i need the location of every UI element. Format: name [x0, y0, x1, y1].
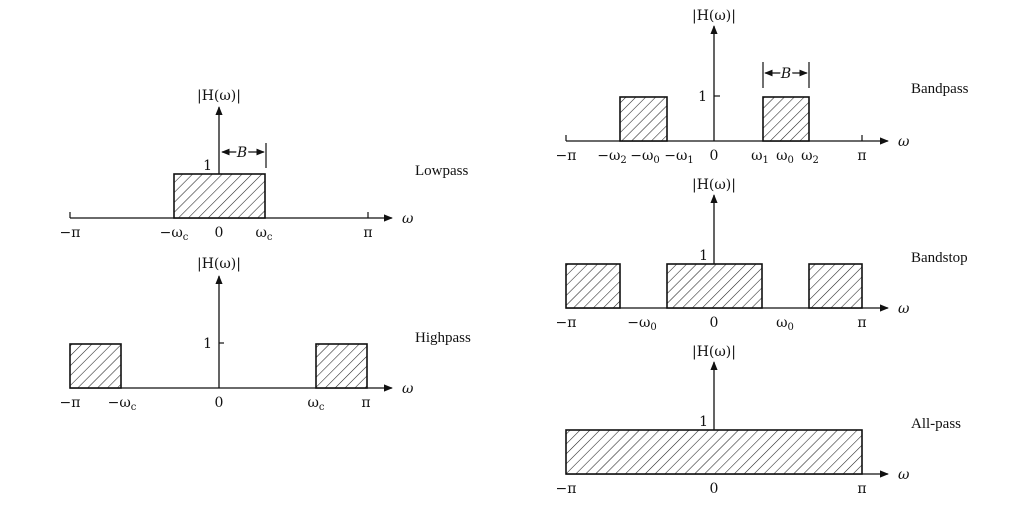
allpass-band — [565, 429, 863, 475]
bandstop-tick-label-pi: π — [857, 315, 866, 331]
bandstop-band-center — [666, 263, 763, 309]
lowpass-tick-label-pi: π — [363, 225, 372, 241]
bandpass-tick-label-neg-w2: −ω2 — [597, 148, 627, 166]
lowpass-panel: B 1 |H(ω)| ω −π −ωc 0 ωc π Lowpass — [60, 88, 469, 243]
lowpass-omega-label: ω — [402, 211, 414, 227]
bandpass-tick-label-w0: ω0 — [776, 148, 794, 166]
lowpass-tick-label-wc: ωc — [255, 225, 272, 243]
bandstop-tick-label-neg-pi: −π — [556, 315, 577, 331]
bandstop-omega-label: ω — [898, 301, 910, 317]
highpass-tick-label-neg-pi: −π — [60, 395, 81, 411]
allpass-omega-label: ω — [898, 467, 910, 483]
bandpass-tick-label-pi: π — [857, 148, 866, 164]
bandstop-magnitude-label: |H(ω)| — [692, 177, 736, 193]
bandpass-magnitude-label: |H(ω)| — [692, 8, 736, 24]
highpass-band-left — [69, 343, 122, 389]
bandpass-title: Bandpass — [911, 81, 969, 97]
bandstop-tick-label-neg-w0: −ω0 — [627, 315, 657, 333]
bandpass-bandwidth-label: B — [780, 66, 791, 82]
lowpass-passband — [173, 173, 266, 219]
highpass-title: Highpass — [415, 330, 471, 346]
highpass-omega-label: ω — [402, 381, 414, 397]
lowpass-magnitude-label: |H(ω)| — [197, 88, 241, 104]
allpass-unit-label: 1 — [699, 414, 708, 430]
allpass-tick-label-neg-pi: −π — [556, 481, 577, 497]
lowpass-bandwidth-label: B — [236, 145, 247, 161]
bandpass-tick-label-neg-pi: −π — [556, 148, 577, 164]
lowpass-tick-label-neg-wc: −ωc — [160, 225, 189, 243]
bandstop-panel: 1 |H(ω)| ω −π −ω0 0 ω0 π Bandstop — [556, 177, 968, 333]
bandpass-tick-label-w1: ω1 — [751, 148, 769, 166]
bandpass-tick-label-w2: ω2 — [801, 148, 819, 166]
lowpass-tick-label-zero: 0 — [215, 225, 224, 241]
highpass-panel: 1 |H(ω)| ω −π −ωc 0 ωc π Highpass — [60, 256, 471, 413]
bandstop-band-left — [565, 263, 621, 309]
highpass-tick-label-zero: 0 — [215, 395, 224, 411]
bandpass-tick-label-neg-w0: −ω0 — [630, 148, 660, 166]
bandstop-title: Bandstop — [911, 250, 968, 266]
highpass-tick-label-wc: ωc — [307, 395, 324, 413]
bandstop-tick-label-zero: 0 — [710, 315, 719, 331]
highpass-tick-label-neg-wc: −ωc — [108, 395, 137, 413]
highpass-band-right — [315, 343, 368, 389]
bandpass-tick-label-zero: 0 — [710, 148, 719, 164]
lowpass-unit-label: 1 — [203, 158, 212, 174]
bandpass-omega-label: ω — [898, 134, 910, 150]
lowpass-tick-label-neg-pi: −π — [60, 225, 81, 241]
allpass-magnitude-label: |H(ω)| — [692, 344, 736, 360]
lowpass-title: Lowpass — [415, 163, 468, 179]
allpass-panel: 1 |H(ω)| ω −π 0 π All-pass — [556, 344, 962, 497]
allpass-title: All-pass — [911, 416, 961, 432]
bandpass-tick-label-neg-w1: −ω1 — [664, 148, 694, 166]
allpass-tick-label-zero: 0 — [710, 481, 719, 497]
bandstop-unit-label: 1 — [699, 248, 708, 264]
highpass-tick-label-pi: π — [361, 395, 370, 411]
bandpass-panel: B 1 |H(ω)| ω −π −ω2 −ω0 −ω1 0 ω1 ω0 ω2 π… — [556, 8, 969, 166]
highpass-unit-label: 1 — [203, 336, 212, 352]
allpass-tick-label-pi: π — [857, 481, 866, 497]
bandstop-tick-label-w0: ω0 — [776, 315, 794, 333]
highpass-magnitude-label: |H(ω)| — [197, 256, 241, 272]
bandstop-band-right — [808, 263, 863, 309]
bandpass-band-right — [762, 96, 810, 142]
bandpass-unit-label: 1 — [698, 89, 707, 105]
bandpass-band-left — [619, 96, 668, 142]
